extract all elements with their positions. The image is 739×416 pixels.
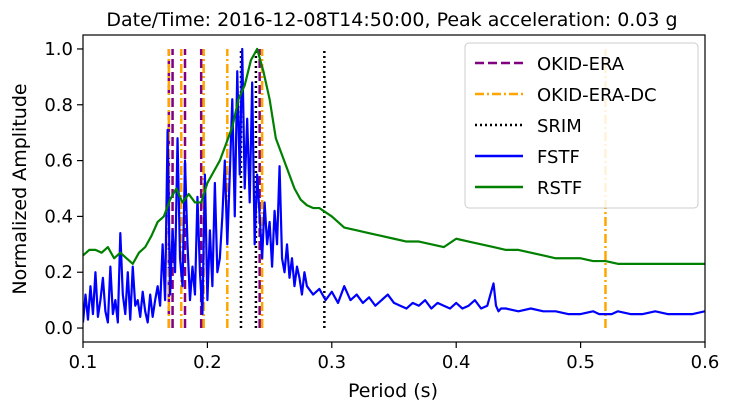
rstf-line — [83, 47, 705, 265]
y-tick-label: 0.0 — [44, 318, 73, 339]
y-axis-label: Normalized Amplitude — [9, 83, 31, 294]
axes-frame — [82, 34, 706, 343]
x-tick-label: 0.1 — [69, 352, 98, 373]
y-tick-label: 1.0 — [44, 39, 73, 60]
legend-box — [464, 42, 699, 209]
legend-label-okid-era-dc: OKID-ERA-DC — [537, 85, 657, 106]
fstf-line — [83, 47, 705, 324]
x-tick-label: 0.4 — [442, 352, 471, 373]
legend-label-srim: SRIM — [537, 116, 582, 137]
y-tick-label: 0.2 — [44, 262, 73, 283]
x-axis-label: Period (s) — [348, 380, 438, 402]
plot-area — [83, 47, 705, 329]
chart-title: Date/Time: 2016-12-08T14:50:00, Peak acc… — [106, 9, 677, 31]
legend-label-okid-era: OKID-ERA — [537, 54, 625, 75]
legend-label-fstf: FSTF — [537, 147, 580, 168]
x-tick-label: 0.2 — [193, 352, 222, 373]
x-tick-label: 0.5 — [566, 352, 595, 373]
y-tick-label: 0.6 — [44, 151, 73, 172]
x-tick-label: 0.3 — [317, 352, 346, 373]
axes: 0.1 0.2 0.3 0.4 0.5 0.6 0.0 0.2 0.4 0.6 0.8 1.0 — [44, 34, 720, 373]
x-tick-label: 0.6 — [691, 352, 720, 373]
y-tick-label: 0.8 — [44, 95, 73, 116]
legend-label-rstf: RSTF — [537, 178, 582, 199]
plot-clip-group — [83, 47, 705, 329]
y-tick-label: 0.4 — [44, 206, 73, 227]
legend: OKID-ERA OKID-ERA-DC SRIM FSTF RSTF — [464, 42, 699, 209]
